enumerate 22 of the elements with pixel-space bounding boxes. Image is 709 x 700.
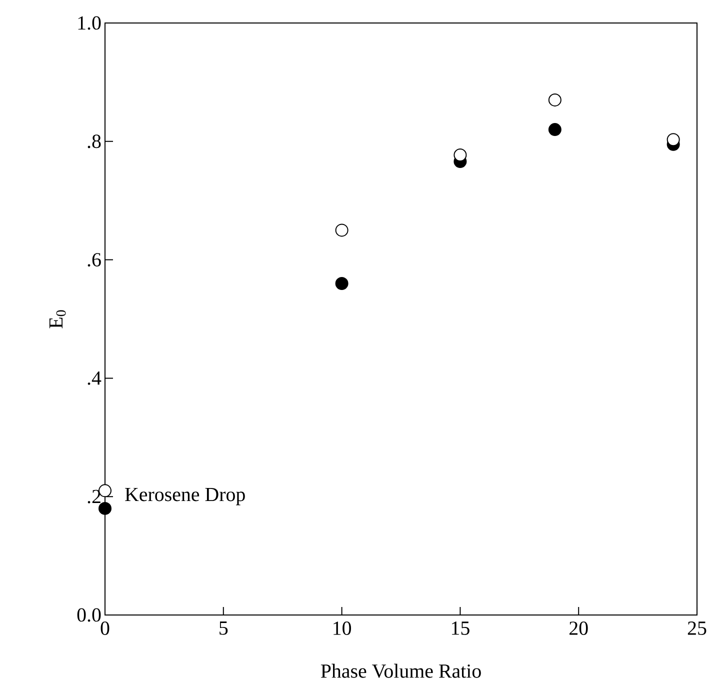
x-tick-label: 15 xyxy=(452,622,470,635)
x-tick-label: 5 xyxy=(220,622,228,635)
x-axis-title: Phase Volume Ratio xyxy=(320,664,481,678)
point xyxy=(335,224,348,237)
x-tick-label: 0 xyxy=(100,622,110,635)
point xyxy=(98,502,112,515)
annotation: Kerosene Drop xyxy=(125,488,245,506)
y-tick-label: .8 xyxy=(88,134,101,148)
y-tick-label: 1.0 xyxy=(78,16,101,30)
point xyxy=(454,148,467,162)
point xyxy=(98,484,112,498)
y-tick-label: .4 xyxy=(88,372,102,385)
x-tick-label: 20 xyxy=(570,622,588,635)
point xyxy=(548,93,562,106)
y-axis-title: E$_{0}$ xyxy=(49,310,66,328)
point xyxy=(666,133,680,146)
point xyxy=(548,123,562,136)
x-tick-label: 25 xyxy=(688,622,706,635)
x-tick-label: 10 xyxy=(334,622,352,635)
point xyxy=(335,276,348,290)
y-tick-label: 0.0 xyxy=(77,608,101,622)
y-tick-label: .6 xyxy=(88,253,101,267)
